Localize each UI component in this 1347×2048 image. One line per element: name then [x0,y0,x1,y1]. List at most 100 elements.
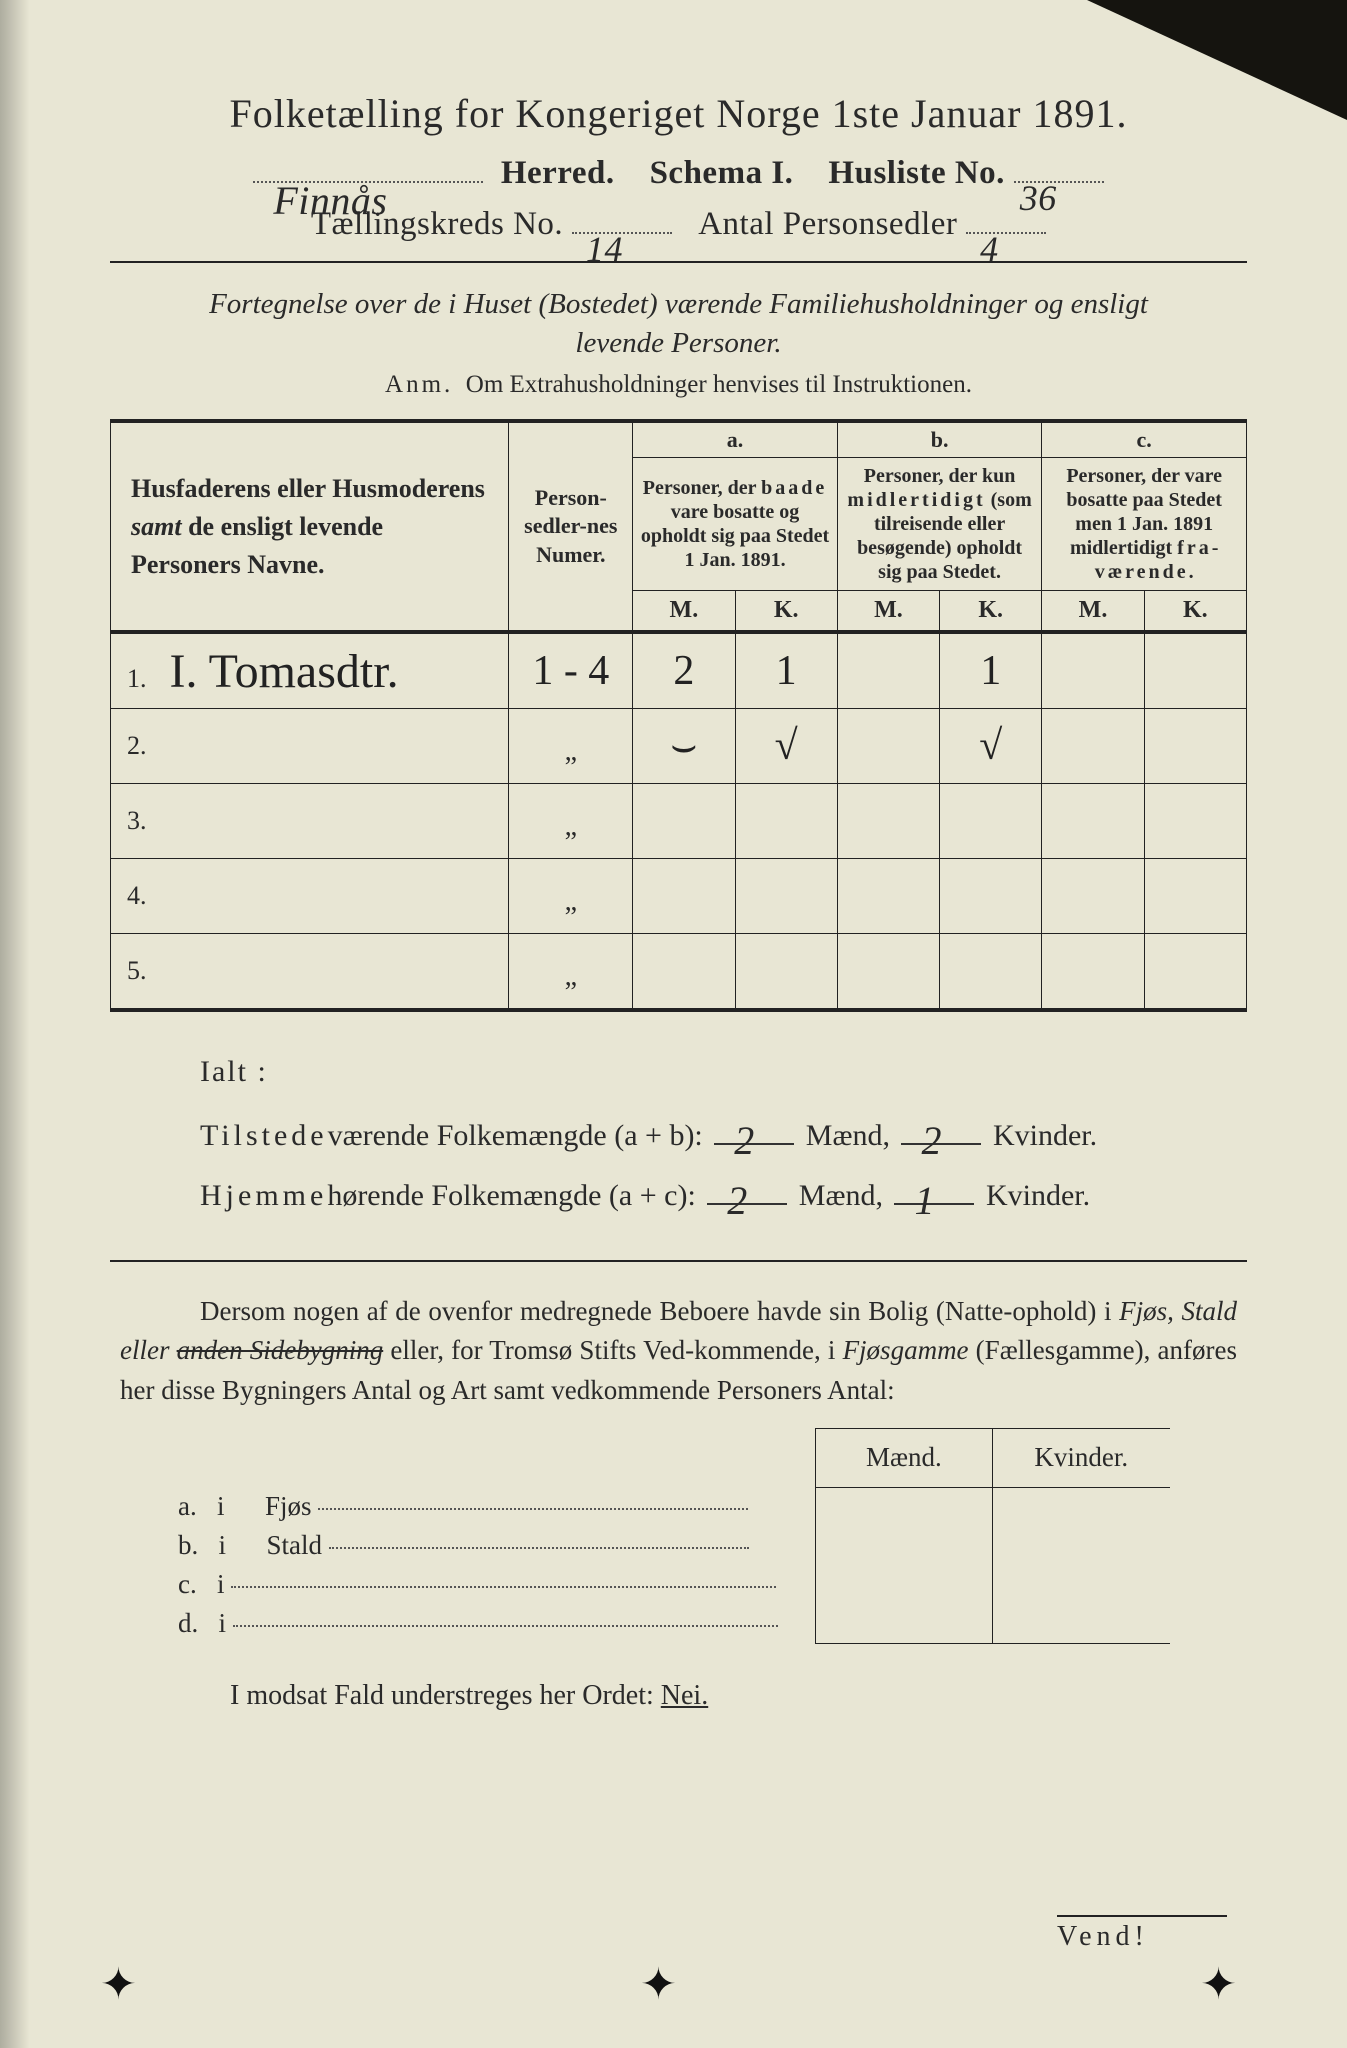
kvinder-label: Kvinder. [993,1119,1097,1152]
row-letter: d. [178,1608,198,1638]
building-row: d. i [170,1604,1170,1643]
row-letter: b. [178,1530,198,1560]
maend-label: Mænd, [799,1179,883,1212]
row-person-hw: „ [509,715,633,790]
table-row: 2. „ ⌣ √ √ [111,709,1247,784]
row-number: 2. [127,731,163,761]
cell-aK: 1 [735,632,837,709]
header-rule [110,261,1247,263]
herred-label: Herred. [501,155,615,191]
col-b-label: b. [837,421,1042,458]
cell-cM [1042,632,1144,709]
tilsted-row: Tilstedeværende Folkemængde (a + b): 2 M… [200,1106,1247,1166]
antal-handwriting: 4 [980,228,999,270]
maend-label: Mænd, [806,1119,890,1152]
cell-aM: ⌣ [633,709,735,784]
para-text-1: Dersom nogen af de ovenfor medregnede Be… [200,1296,1119,1326]
pin-mark-icon: ✦ [100,1959,137,2010]
vend-label: Vend! [1057,1915,1227,1953]
building-row: c. i [170,1565,1170,1604]
row-number: 3. [127,806,163,836]
antal-field: 4 [966,232,1046,234]
col-a-k: K. [735,591,837,633]
nei-pre: I modsat Fald understreges her Ordet: [230,1680,661,1711]
row-i: i [217,1569,225,1599]
cell-aM: 2 [633,632,735,709]
household-table: Husfaderens eller Husmode­rens samt de e… [110,419,1247,1012]
para-text-2: eller, for Tromsø Stifts Ved-kommende, i [383,1335,842,1365]
building-row: a. i Fjøs [170,1487,1170,1526]
row-number: 1. [127,664,163,694]
ialt-title: Ialt : [200,1042,1247,1102]
col-a-label: a. [633,421,838,458]
col-b-k: K. [940,591,1042,633]
col-a-desc: Personer, der baade vare bo­satte og oph… [633,458,838,591]
anm-text: Om Extrahusholdninger henvises til Instr… [466,371,972,398]
para-strike: anden Sidebygning [177,1335,384,1365]
col-a-m: M. [633,591,735,633]
anm-line: Anm. Om Extrahusholdninger henvises til … [110,371,1247,399]
tilsted-prefix: Tilstede [200,1119,328,1152]
herred-handwriting: Finnås [273,177,387,224]
col-c-label: c. [1042,421,1247,458]
cell-cK [1144,709,1246,784]
col-c-desc: Personer, der vare bosatte paa Stedet me… [1042,458,1247,591]
scan-shadow [0,0,30,2048]
title-row-2: Finnås Herred. Schema I. Husliste No. 36 [110,155,1247,192]
pin-mark-icon: ✦ [640,1959,677,2010]
row-i: i [219,1608,227,1638]
row-person-hw: „ [509,940,633,1017]
husliste-handwriting: 36 [1020,177,1057,219]
husliste-field: 36 [1014,181,1104,183]
row-person-hw: „ [509,790,633,865]
row-i: i [219,1530,227,1560]
form-header: Folketælling for Kongeriget Norge 1ste J… [110,90,1247,243]
col-b-m: M. [837,591,939,633]
row-label: Fjøs [265,1491,312,1521]
anm-label: Anm. [385,371,453,398]
table-row: 1. I. Tomasdtr. 1 - 4 2 1 1 [111,632,1247,709]
cell-aK: √ [735,709,837,784]
mid-rule [110,1260,1247,1262]
bot-maend-header: Mænd. [816,1428,992,1487]
cell-bK: 1 [940,632,1042,709]
row-name-hw: I. Tomasdtr. [170,645,399,698]
scan-dark-corner [1087,0,1347,120]
tilsted-k-field: 2 [901,1143,981,1145]
table-row: 5. „ [111,934,1247,1011]
pin-mark-icon: ✦ [1200,1959,1237,2010]
col-names-header: Husfaderens eller Husmode­rens samt de e… [111,421,509,632]
nei-line: I modsat Fald understreges her Ordet: Ne… [230,1680,1247,1712]
hjem-prefix: Hjemme [200,1179,327,1212]
building-row: b. i Stald [170,1526,1170,1565]
bot-kvinder-header: Kvinder. [992,1428,1170,1487]
schema-label: Schema I. [650,155,794,191]
tilsted-m-field: 2 [714,1143,794,1145]
col-person-header: Person-sedler-nes Numer. [509,421,633,632]
table-row: 3. „ [111,784,1247,859]
row-letter: c. [178,1569,197,1599]
kreds-field: 14 [572,232,672,234]
main-title: Folketælling for Kongeriget Norge 1ste J… [110,90,1247,137]
col-c-k: K. [1144,591,1246,633]
table-row: 4. „ [111,859,1247,934]
husliste-label: Husliste No. [828,155,1005,191]
antal-label: Antal Personsedler [698,206,957,242]
hjem-k-hw: 1 [914,1161,934,1241]
kvinder-label: Kvinder. [986,1179,1090,1212]
herred-field: Finnås [253,181,483,183]
hjem-row: Hjemmehørende Folkemængde (a + c): 2 Mæn… [200,1166,1247,1226]
cell-cM [1042,709,1144,784]
hjem-rest: hørende Folkemængde (a + c): [327,1179,695,1212]
row-number: 5. [127,956,163,986]
row-person-hw: 1 - 4 [509,632,633,709]
row-number: 4. [127,881,163,911]
col-b-desc: Personer, der kun midler­tidigt (som til… [837,458,1042,591]
row-label: Stald [267,1530,323,1560]
totals-block: Ialt : Tilstedeværende Folkemængde (a + … [200,1042,1247,1226]
row-letter: a. [178,1491,197,1521]
para-italic-2: Fjøsgamme [843,1335,969,1365]
col-c-m: M. [1042,591,1144,633]
row-name-cell: 1. I. Tomasdtr. [111,632,509,709]
building-table: Mænd. Kvinder. a. i Fjøs b. i Stald [170,1428,1170,1644]
